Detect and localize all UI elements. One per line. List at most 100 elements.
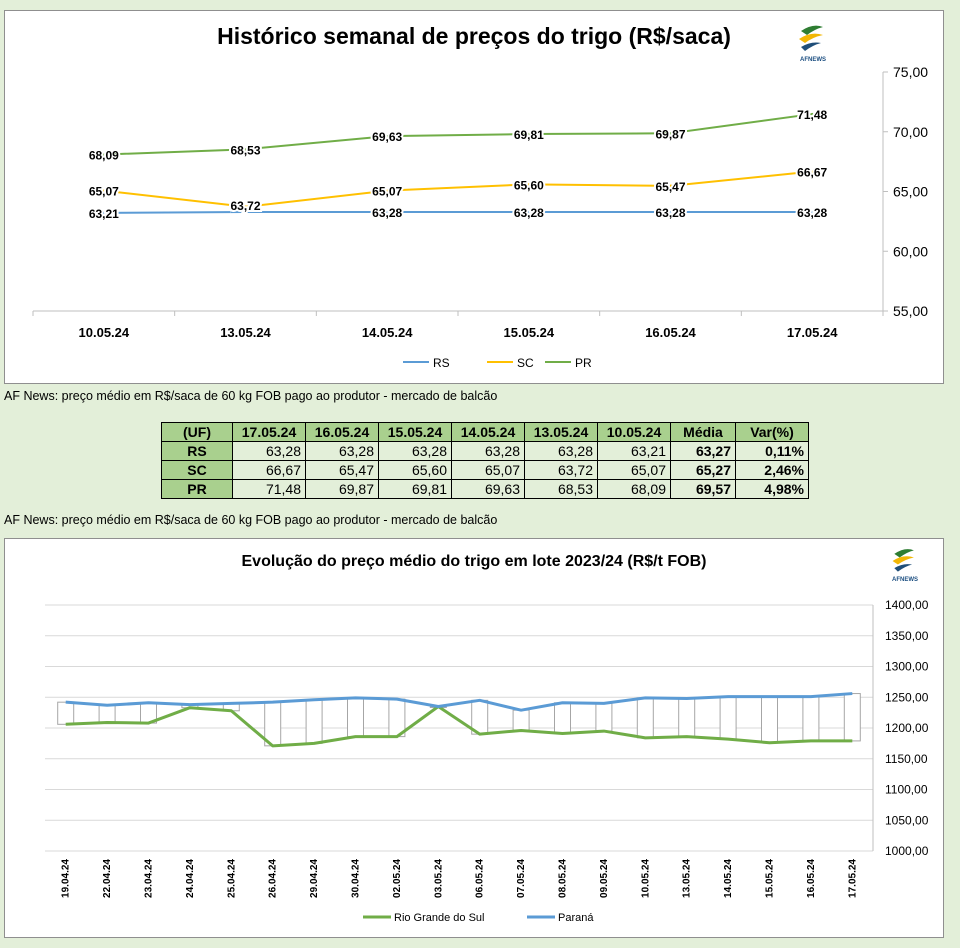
table-row: PR 71,48 69,87 69,81 69,63 68,53 68,09 6… <box>161 479 809 499</box>
table-cell: 69,63 <box>451 479 525 499</box>
up-down-bar <box>98 704 116 723</box>
series-line-rio-grande-do-sul <box>65 704 853 748</box>
chart2-title: Evolução do preço médio do trigo em lote… <box>241 553 707 570</box>
price-table: (UF) 17.05.24 16.05.24 15.05.24 14.05.24… <box>161 422 809 499</box>
data-point-rs <box>385 210 389 214</box>
table-cell-media: 69,57 <box>670 479 736 499</box>
table-header: 15.05.24 <box>378 422 452 442</box>
logo-label: AFNEWS <box>800 57 826 63</box>
x-tick-label: 26.04.24 <box>268 859 279 898</box>
up-down-bar <box>595 702 613 732</box>
up-down-bar <box>305 699 323 744</box>
x-tick-label: 17.05.24 <box>787 325 838 340</box>
up-down-bar <box>57 701 75 725</box>
data-point-pr <box>527 132 531 136</box>
afnews-logo-icon <box>892 549 914 572</box>
series-line-rs <box>103 211 813 214</box>
y-tick-label: 60,00 <box>893 243 928 259</box>
up-down-bar <box>719 696 737 740</box>
data-label-rs: 63,21 <box>89 207 119 221</box>
x-tick-label: 08.05.24 <box>558 859 569 898</box>
table-header: Var(%) <box>735 422 809 442</box>
table-header: 10.05.24 <box>597 422 671 442</box>
table-cell: 69,87 <box>305 479 379 499</box>
data-label-pr: 71,48 <box>797 108 827 122</box>
table-header: 13.05.24 <box>524 422 598 442</box>
up-down-bar <box>512 709 530 731</box>
legend-label-pr: PR <box>575 356 592 370</box>
table-cell-var: 4,98% <box>735 479 809 499</box>
table-cell-var: 0,11% <box>735 441 809 461</box>
x-tick-label: 15.05.24 <box>504 325 555 340</box>
data-point-rs <box>669 210 672 214</box>
data-label-pr: 68,53 <box>230 143 260 157</box>
x-tick-label: 09.05.24 <box>599 859 610 898</box>
table-cell: 63,28 <box>305 441 379 461</box>
series-line-parana <box>65 692 853 712</box>
x-tick-label: 14.05.24 <box>362 325 413 340</box>
legend-label-sc: SC <box>517 356 534 370</box>
data-point-rs <box>527 210 531 214</box>
table-cell-uf: RS <box>161 441 233 461</box>
caption-table: AF News: preço médio em R$/saca de 60 kg… <box>4 513 498 527</box>
data-label-pr: 69,63 <box>372 130 402 144</box>
table-cell: 63,72 <box>524 460 598 480</box>
x-tick-label: 13.05.24 <box>220 325 271 340</box>
y-tick-label: 1300,00 <box>885 660 929 674</box>
weekly-price-chart-panel: Histórico semanal de preços do trigo (R$… <box>4 10 944 384</box>
table-row: SC 66,67 65,47 65,60 65,07 63,72 65,07 6… <box>161 460 809 480</box>
table-header: Média <box>670 422 736 442</box>
y-tick-label: 1350,00 <box>885 629 929 643</box>
up-down-bar <box>554 702 571 735</box>
up-down-bar <box>843 693 861 742</box>
up-down-bar <box>636 697 654 739</box>
data-point-sc <box>385 189 389 192</box>
lot-price-chart-panel: Evolução do preço médio do trigo em lote… <box>4 538 944 938</box>
weekly-line-chart: 55,00 60,00 65,00 70,00 75,00 10.05.24 13.05.2… <box>32 64 928 370</box>
table-cell-uf: SC <box>161 460 233 480</box>
y-tick-label: 1200,00 <box>885 721 929 735</box>
caption-weekly: AF News: preço médio em R$/saca de 60 kg… <box>4 389 498 403</box>
data-point-pr <box>669 132 672 135</box>
table-header: (UF) <box>161 422 233 442</box>
table-row: RS 63,28 63,28 63,28 63,28 63,28 63,21 6… <box>161 441 809 461</box>
data-point-sc <box>102 189 106 192</box>
data-point-rs <box>810 210 814 214</box>
table-cell: 63,28 <box>232 441 306 461</box>
chart1-title: Histórico semanal de preços do trigo (R$… <box>217 23 731 49</box>
y-tick-label: 70,00 <box>893 124 928 140</box>
x-tick-label: 16.05.24 <box>806 859 817 898</box>
y-tick-label: 75,00 <box>893 64 928 80</box>
x-tick-label: 14.05.24 <box>723 859 734 898</box>
data-point-sc <box>669 184 672 188</box>
table-cell: 65,07 <box>597 460 671 480</box>
afnews-logo-2: AFNEWS <box>887 545 923 587</box>
y-tick-label: 55,00 <box>893 303 928 319</box>
table-cell: 63,28 <box>524 441 598 461</box>
lot-line-chart: 1000,00 1050,00 1100,00 1150,00 1200,00 1250,… <box>45 598 929 924</box>
x-tick-label: 10.05.24 <box>640 859 651 898</box>
table-cell: 63,21 <box>597 441 671 461</box>
y-tick-label: 1050,00 <box>885 813 929 827</box>
x-tick-label: 02.05.24 <box>392 859 403 898</box>
x-tick-label: 24.04.24 <box>185 859 196 898</box>
data-point-sc <box>527 183 531 186</box>
table-cell: 66,67 <box>232 460 306 480</box>
data-label-rs: 63,28 <box>372 206 402 220</box>
table-cell: 69,81 <box>378 479 452 499</box>
table-cell: 68,09 <box>597 479 671 499</box>
x-tick-label: 10.05.24 <box>79 325 130 340</box>
legend-label-rs: RS <box>433 356 450 370</box>
legend-label-parana: Paraná <box>558 912 594 924</box>
data-label-pr: 69,81 <box>514 128 544 142</box>
afnews-logo: AFNEWS <box>793 21 833 65</box>
data-point-sc <box>810 170 814 173</box>
data-label-sc: 65,07 <box>372 185 402 199</box>
data-point-pr <box>385 134 389 138</box>
data-label-pr: 68,09 <box>89 149 119 163</box>
y-tick-label: 1100,00 <box>885 783 928 797</box>
x-tick-label: 13.05.24 <box>682 859 693 898</box>
data-label-sc: 66,67 <box>797 166 827 180</box>
up-down-bar <box>761 696 778 744</box>
data-label-pr: 69,87 <box>655 127 685 141</box>
